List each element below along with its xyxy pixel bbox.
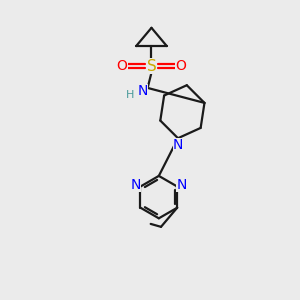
Text: N: N	[131, 178, 141, 192]
Text: O: O	[176, 59, 186, 73]
Text: O: O	[117, 59, 128, 73]
Text: S: S	[147, 58, 156, 74]
Text: N: N	[137, 84, 148, 98]
Text: H: H	[126, 90, 134, 100]
Text: N: N	[173, 138, 183, 152]
Text: N: N	[176, 178, 187, 192]
